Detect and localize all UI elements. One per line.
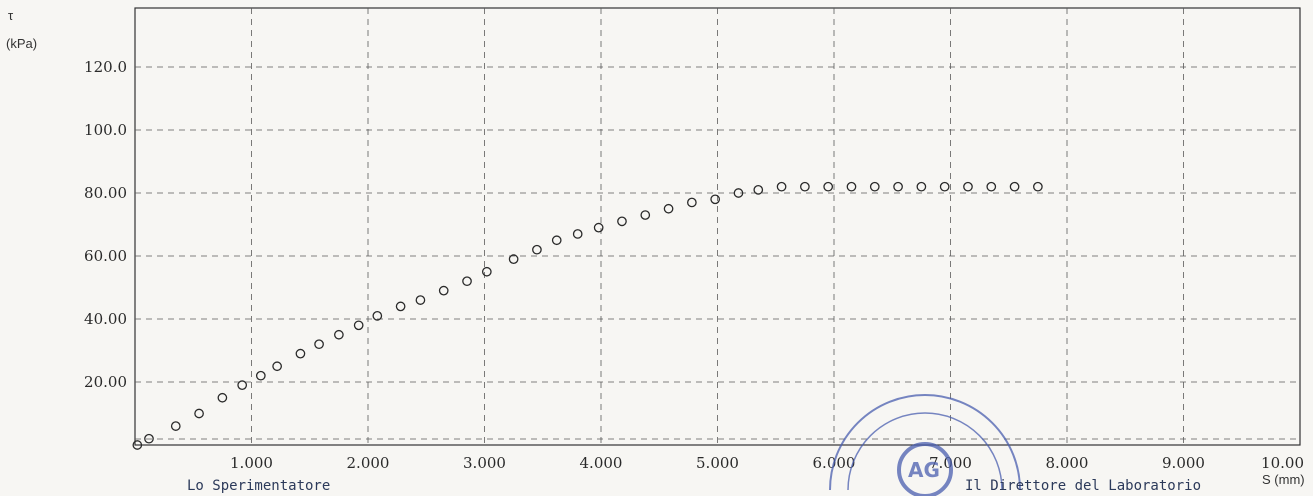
x-axis-label: S (mm) <box>1262 472 1305 487</box>
data-point <box>144 433 154 444</box>
y-tick-label: 60.00 <box>84 247 127 265</box>
stamp-logo-letters: AG <box>908 458 940 482</box>
data-point <box>710 194 721 205</box>
data-point <box>916 181 927 192</box>
data-point <box>1033 181 1043 192</box>
data-point <box>800 181 810 192</box>
laboratory-stamp: AG <box>829 394 1021 496</box>
data-point <box>776 181 787 192</box>
data-point <box>170 421 181 431</box>
y-axis-unit: (kPa) <box>6 36 37 51</box>
x-tick-label: 3.000 <box>463 454 506 472</box>
data-point <box>551 235 562 246</box>
data-point <box>753 185 764 195</box>
data-point <box>640 210 651 220</box>
data-point <box>893 181 903 192</box>
data-point <box>255 370 266 381</box>
plot-frame <box>134 7 1301 446</box>
y-tick-labels: 20.00 40.00 60.00 80.00 100.0 120.0 <box>84 58 127 391</box>
data-point <box>217 392 228 403</box>
data-point <box>986 181 997 192</box>
y-tick-label: 100.0 <box>84 121 127 139</box>
data-point <box>687 197 697 208</box>
data-point <box>572 229 583 239</box>
data-point <box>481 266 492 277</box>
data-point <box>823 181 834 192</box>
data-point <box>846 181 857 192</box>
data-point <box>532 244 542 255</box>
data-point <box>415 295 426 305</box>
x-tick-label: 9.000 <box>1162 454 1205 472</box>
x-tick-label: 5.000 <box>696 454 739 472</box>
data-points <box>132 181 1043 450</box>
data-point <box>663 203 674 214</box>
data-point <box>963 181 973 192</box>
data-point <box>508 254 519 264</box>
data-point <box>462 276 472 287</box>
y-tick-label: 80.00 <box>84 184 127 202</box>
data-point <box>194 408 204 419</box>
x-tick-label: 4.000 <box>580 454 623 472</box>
data-point <box>593 222 604 233</box>
data-point <box>869 181 880 192</box>
y-tick-label: 20.00 <box>84 373 127 391</box>
data-point <box>132 440 143 450</box>
data-point <box>733 188 744 198</box>
grid <box>135 8 1300 445</box>
y-axis-symbol: τ <box>8 8 14 23</box>
data-point <box>372 310 383 321</box>
x-tick-label: 10.00 <box>1261 454 1304 472</box>
x-tick-labels: 1.000 2.000 3.000 4.000 5.000 6.000 7.000 8.000… <box>230 454 1304 472</box>
y-tick-label: 120.0 <box>84 58 127 76</box>
data-point <box>237 380 248 390</box>
data-point <box>395 301 406 312</box>
data-point <box>939 181 950 192</box>
x-tick-label: 1.000 <box>230 454 273 472</box>
data-point <box>334 329 344 340</box>
x-tick-label: 8.000 <box>1046 454 1089 472</box>
data-point <box>272 361 282 372</box>
data-point <box>1009 181 1020 192</box>
data-point <box>438 285 449 296</box>
footer-right-label: Il Direttore del Laboratorio <box>965 478 1201 494</box>
data-point <box>617 216 627 227</box>
x-tick-label: 2.000 <box>347 454 390 472</box>
data-point <box>314 339 324 350</box>
data-point <box>295 348 306 359</box>
data-point <box>353 320 364 331</box>
footer-left-label: Lo Sperimentatore <box>187 478 330 494</box>
y-tick-label: 40.00 <box>84 310 127 328</box>
